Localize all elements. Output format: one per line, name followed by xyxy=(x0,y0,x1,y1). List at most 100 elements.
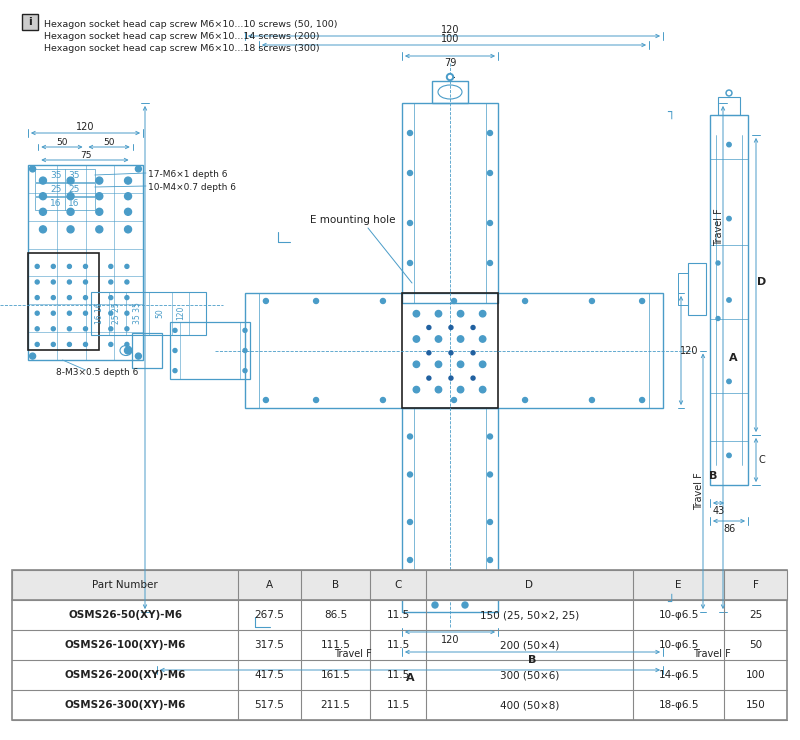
Circle shape xyxy=(125,280,129,284)
Circle shape xyxy=(67,280,71,284)
Circle shape xyxy=(109,295,113,300)
Circle shape xyxy=(35,343,39,346)
Circle shape xyxy=(51,295,55,300)
Circle shape xyxy=(407,221,413,226)
Circle shape xyxy=(427,351,431,354)
Circle shape xyxy=(407,519,413,525)
Circle shape xyxy=(39,208,46,215)
Circle shape xyxy=(83,264,87,269)
Text: 211.5: 211.5 xyxy=(321,700,350,710)
Text: 120: 120 xyxy=(177,306,186,320)
Text: 10-φ6.5: 10-φ6.5 xyxy=(658,640,699,650)
Text: B: B xyxy=(332,580,339,590)
Circle shape xyxy=(487,221,493,226)
Text: 14-φ6.5: 14-φ6.5 xyxy=(658,670,699,680)
Circle shape xyxy=(83,280,87,284)
Text: A: A xyxy=(406,673,414,683)
Bar xyxy=(35,169,95,182)
Text: Travel F: Travel F xyxy=(334,649,372,659)
Text: 79: 79 xyxy=(444,58,456,68)
Text: 35 35: 35 35 xyxy=(133,302,142,324)
Circle shape xyxy=(51,264,55,269)
Text: OSMS26-200(XY)-M6: OSMS26-200(XY)-M6 xyxy=(65,670,186,680)
Text: Travel F: Travel F xyxy=(694,472,704,510)
Circle shape xyxy=(471,376,475,380)
Text: F: F xyxy=(753,580,758,590)
Bar xyxy=(132,333,162,368)
Circle shape xyxy=(263,397,269,403)
Bar xyxy=(22,14,38,30)
Bar xyxy=(28,253,99,350)
Circle shape xyxy=(83,327,87,331)
Circle shape xyxy=(487,519,493,525)
Circle shape xyxy=(414,386,420,393)
Circle shape xyxy=(83,343,87,346)
Circle shape xyxy=(67,264,71,269)
Circle shape xyxy=(449,351,453,354)
Circle shape xyxy=(67,177,74,184)
Circle shape xyxy=(432,602,438,608)
Circle shape xyxy=(590,397,594,403)
Circle shape xyxy=(67,226,74,233)
Circle shape xyxy=(30,353,36,359)
Text: A: A xyxy=(729,352,738,363)
Circle shape xyxy=(414,361,420,368)
Circle shape xyxy=(479,311,486,317)
Circle shape xyxy=(125,343,129,346)
Circle shape xyxy=(67,208,74,215)
Circle shape xyxy=(487,472,493,477)
Circle shape xyxy=(67,343,71,346)
Circle shape xyxy=(487,557,493,562)
Circle shape xyxy=(125,192,131,200)
Text: Hexagon socket head cap screw M6×10...10 screws (50, 100): Hexagon socket head cap screw M6×10...10… xyxy=(44,20,338,29)
Circle shape xyxy=(173,369,177,373)
Circle shape xyxy=(449,376,453,380)
Text: D: D xyxy=(758,277,766,286)
Text: OSMS26-300(XY)-M6: OSMS26-300(XY)-M6 xyxy=(65,700,186,710)
Circle shape xyxy=(479,336,486,342)
Circle shape xyxy=(125,347,131,354)
Text: 86.5: 86.5 xyxy=(324,610,347,620)
Text: 10-M4×0.7 depth 6: 10-M4×0.7 depth 6 xyxy=(148,183,236,192)
Circle shape xyxy=(726,379,731,383)
Text: 50: 50 xyxy=(103,138,115,147)
Bar xyxy=(710,115,748,485)
Circle shape xyxy=(414,336,420,342)
Circle shape xyxy=(35,280,39,284)
Circle shape xyxy=(35,264,39,269)
Text: 25: 25 xyxy=(68,185,79,194)
Text: ┐: ┐ xyxy=(667,106,674,119)
Text: Hexagon socket head cap screw M6×10...14 screws (200): Hexagon socket head cap screw M6×10...14… xyxy=(44,32,319,41)
Circle shape xyxy=(109,312,113,315)
Circle shape xyxy=(487,260,493,266)
Circle shape xyxy=(39,192,46,200)
Bar xyxy=(688,263,706,315)
Text: 25: 25 xyxy=(749,610,762,620)
Text: A: A xyxy=(266,580,273,590)
Text: 11.5: 11.5 xyxy=(386,610,410,620)
Circle shape xyxy=(407,434,413,439)
Circle shape xyxy=(407,472,413,477)
Circle shape xyxy=(451,298,457,303)
Text: 35: 35 xyxy=(68,171,80,180)
Circle shape xyxy=(458,311,464,317)
Circle shape xyxy=(314,298,318,303)
Bar xyxy=(432,81,468,103)
Circle shape xyxy=(67,295,71,300)
Text: 517.5: 517.5 xyxy=(254,700,285,710)
Circle shape xyxy=(135,166,142,172)
Text: 50: 50 xyxy=(156,309,165,318)
Circle shape xyxy=(96,208,103,215)
Circle shape xyxy=(173,329,177,332)
Text: 150: 150 xyxy=(746,700,766,710)
Circle shape xyxy=(458,336,464,342)
Circle shape xyxy=(407,557,413,562)
Text: 50: 50 xyxy=(749,640,762,650)
Circle shape xyxy=(487,130,493,135)
Circle shape xyxy=(590,298,594,303)
Circle shape xyxy=(243,349,247,352)
Circle shape xyxy=(462,602,468,608)
Text: E: E xyxy=(675,580,682,590)
Text: 120: 120 xyxy=(76,122,94,132)
Circle shape xyxy=(243,329,247,332)
